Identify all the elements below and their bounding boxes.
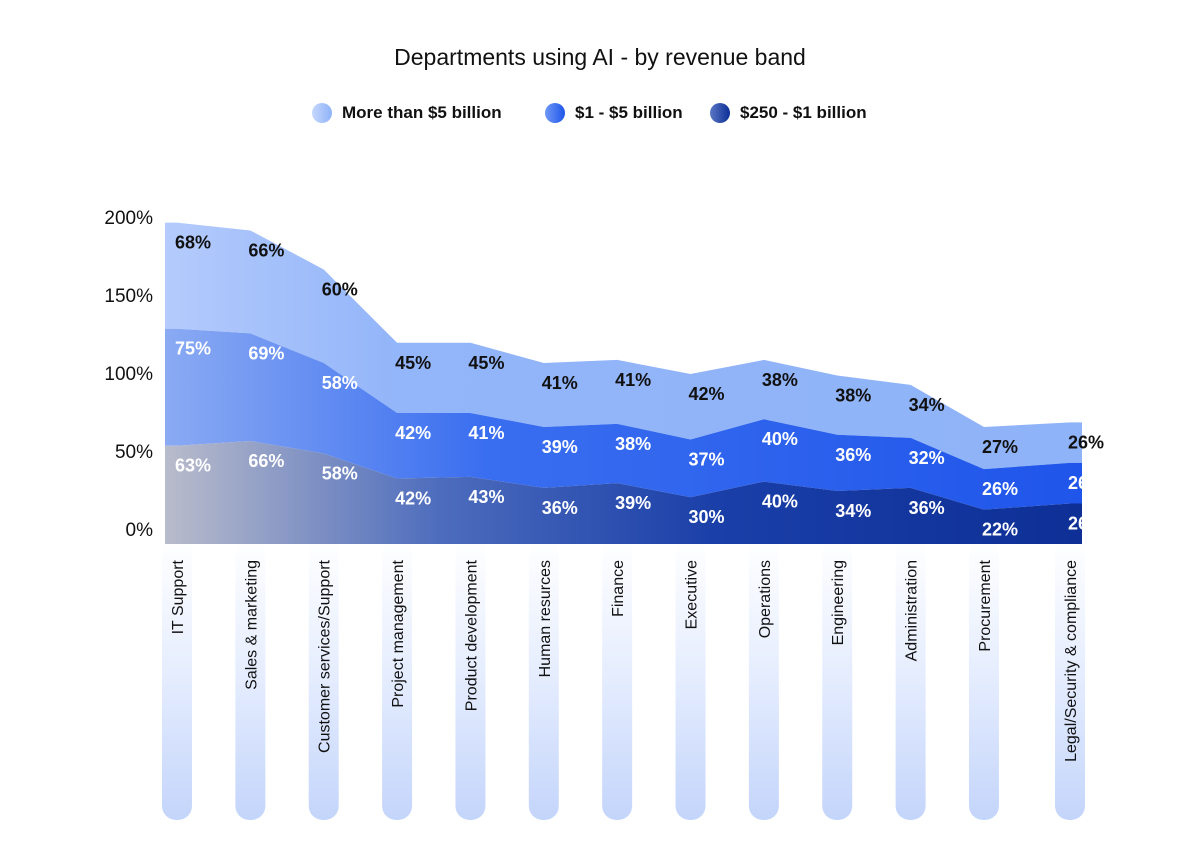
legend-item: $1 - $5 billion (545, 100, 683, 126)
value-label-1-5-billion: 26% (982, 479, 1018, 499)
value-label-250-1-billion: 40% (762, 492, 798, 512)
category-label: Project management (390, 559, 407, 707)
value-label-more-than-5-billion: 42% (689, 384, 725, 404)
value-label-250-1-billion: 36% (542, 498, 578, 518)
value-label-1-5-billion: 58% (322, 373, 358, 393)
value-label-250-1-billion: 22% (982, 520, 1018, 540)
value-label-250-1-billion: 30% (689, 507, 725, 527)
value-label-250-1-billion: 58% (322, 464, 358, 484)
value-label-more-than-5-billion: 45% (395, 353, 431, 373)
value-label-more-than-5-billion: 41% (615, 370, 651, 390)
value-label-1-5-billion: 36% (835, 445, 871, 465)
chart-title: Departments using AI - by revenue band (394, 44, 806, 70)
value-label-more-than-5-billion: 66% (248, 240, 284, 260)
value-label-more-than-5-billion: 68% (175, 233, 211, 253)
category-label: Legal/Security & compliance (1063, 560, 1080, 762)
value-label-more-than-5-billion: 38% (835, 386, 871, 406)
value-label-more-than-5-billion: 41% (542, 373, 578, 393)
category-label: Executive (684, 560, 701, 629)
category-pill (968, 540, 999, 820)
value-label-1-5-billion: 75% (175, 339, 211, 359)
category-label: Engineering (830, 560, 847, 645)
y-tick-label: 0% (126, 520, 154, 541)
y-tick-label: 50% (115, 442, 153, 463)
category-label: Human resurces (537, 560, 554, 677)
category-pill (455, 540, 486, 820)
value-label-more-than-5-billion: 60% (322, 279, 358, 299)
y-tick-label: 200% (104, 208, 153, 229)
value-label-250-1-billion: 34% (835, 501, 871, 521)
value-label-250-1-billion: 36% (909, 498, 945, 518)
category-label: Finance (610, 560, 627, 617)
legend: More than $5 billion $1 - $5 billion $250 … (0, 100, 1200, 126)
legend-item: $250 - $1 billion (710, 100, 867, 126)
value-label-250-1-billion: 39% (615, 493, 651, 513)
value-label-1-5-billion: 40% (762, 429, 798, 449)
category-pill (748, 540, 779, 820)
category-label: Sales & marketing (243, 560, 260, 690)
area-1-5-billion (165, 328, 1082, 510)
category-pill (675, 540, 706, 820)
y-tick-label: 100% (104, 364, 153, 385)
value-label-1-5-billion: 41% (468, 423, 504, 443)
value-label-1-5-billion: 42% (395, 423, 431, 443)
value-label-more-than-5-billion: 26% (1068, 432, 1104, 452)
value-label-250-1-billion: 63% (175, 456, 211, 476)
category-pill (235, 540, 266, 820)
category-pill (162, 540, 192, 820)
category-label: Administration (904, 560, 921, 661)
category-pill (382, 540, 413, 820)
value-label-1-5-billion: 39% (542, 437, 578, 457)
y-tick-label: 150% (104, 286, 153, 307)
legend-swatch (710, 103, 730, 123)
legend-label: $1 - $5 billion (575, 103, 683, 122)
value-label-more-than-5-billion: 38% (762, 370, 798, 390)
category-pill (602, 540, 633, 820)
value-label-250-1-billion: 42% (395, 488, 431, 508)
area-more-than-5-billion (165, 222, 1082, 470)
legend-label: More than $5 billion (342, 103, 502, 122)
category-pill (895, 540, 926, 820)
category-label: Operations (757, 560, 774, 638)
value-label-1-5-billion: 26% (1068, 473, 1104, 493)
value-label-1-5-billion: 69% (248, 343, 284, 363)
value-label-more-than-5-billion: 34% (909, 395, 945, 415)
category-label: Product development (463, 559, 480, 711)
category-label: Procurement (977, 559, 994, 651)
area-250-1-billion (165, 441, 1082, 544)
value-label-more-than-5-billion: 27% (982, 437, 1018, 457)
legend-item: More than $5 billion (312, 100, 502, 126)
legend-label: $250 - $1 billion (740, 103, 867, 122)
value-label-250-1-billion: 43% (468, 487, 504, 507)
category-pill (1055, 540, 1085, 820)
value-label-more-than-5-billion: 45% (468, 353, 504, 373)
value-label-1-5-billion: 38% (615, 434, 651, 454)
value-label-250-1-billion: 66% (248, 451, 284, 471)
legend-swatch (312, 103, 332, 123)
value-label-250-1-billion: 26% (1068, 513, 1104, 533)
value-label-1-5-billion: 37% (689, 449, 725, 469)
category-pill (528, 540, 559, 820)
value-label-1-5-billion: 32% (909, 448, 945, 468)
category-label: IT Support (170, 559, 187, 634)
category-pill (822, 540, 853, 820)
category-label: Customer services/Support (317, 559, 334, 753)
category-pill (308, 540, 339, 820)
legend-swatch (545, 103, 565, 123)
